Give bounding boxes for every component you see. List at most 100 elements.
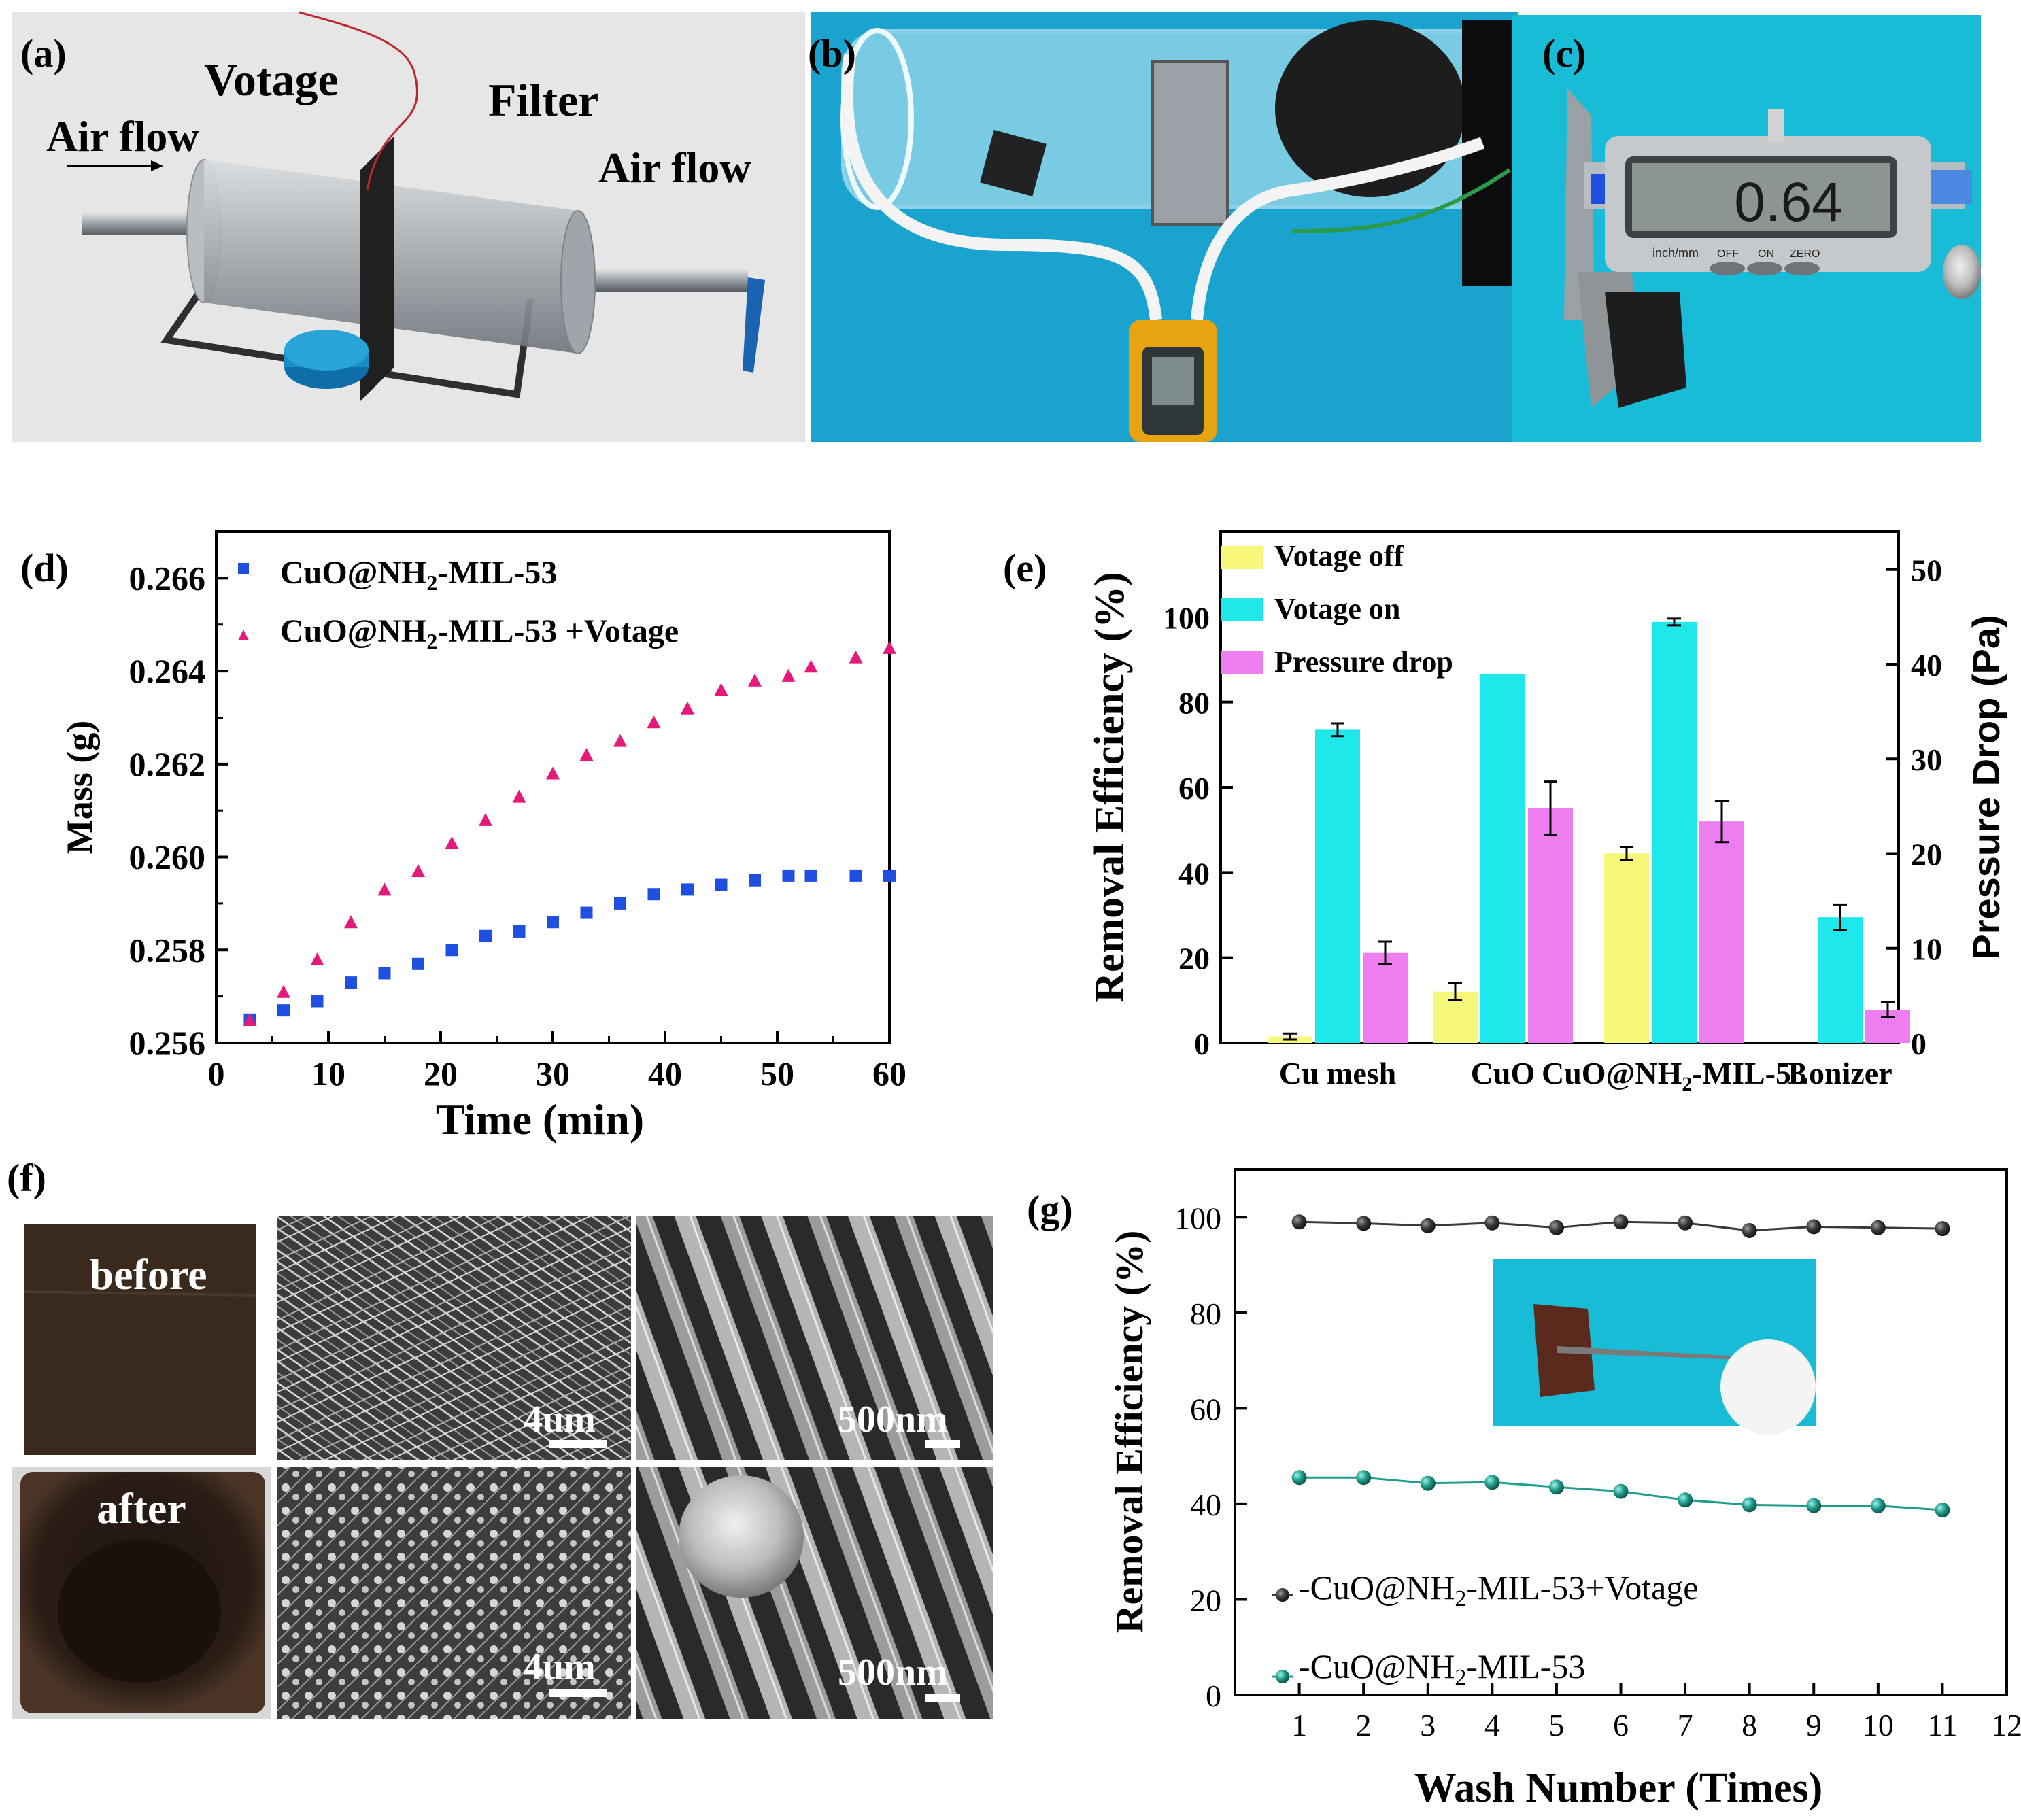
data-point-series-0 xyxy=(1870,1220,1886,1235)
data-point-series-1 xyxy=(1742,1497,1757,1513)
after-label: after xyxy=(97,1484,186,1532)
y2-tick-label: 50 xyxy=(1911,553,1942,588)
panel-c: 0.64 inch/mm OFF ON ZERO (c) xyxy=(1512,15,1981,442)
filter-after-spot xyxy=(58,1540,221,1683)
data-point-cuo-mil53 xyxy=(883,869,896,882)
data-point-cuo-mil53-votage xyxy=(579,748,594,761)
bar-votage-on xyxy=(1652,621,1697,1043)
legend-grey-ball-icon xyxy=(1276,1588,1289,1602)
data-point-series-1 xyxy=(1548,1479,1564,1495)
y-tick-label: 0.266 xyxy=(129,559,206,597)
chart-g-marks xyxy=(1291,1214,1950,1518)
chart-e-legend: Votage off Votage on Pressure drop xyxy=(1221,539,1453,679)
category-label: Cu mesh xyxy=(1279,1056,1397,1091)
panel-a-label: (a) xyxy=(20,31,67,75)
data-point-cuo-mil53 xyxy=(378,967,391,980)
y-tick-label: 40 xyxy=(1190,1488,1221,1522)
data-point-cuo-mil53-votage xyxy=(479,812,492,826)
green-wire xyxy=(1291,168,1511,233)
scale-bar-500nm-bottom xyxy=(925,1694,960,1702)
legend-pressure-drop: Pressure drop xyxy=(1274,645,1453,679)
sem-particle xyxy=(679,1475,804,1598)
category-label: CuO xyxy=(1471,1056,1535,1091)
data-point-series-0 xyxy=(1291,1214,1307,1230)
data-point-series-0 xyxy=(1548,1220,1564,1235)
chart-d-legend: CuO@NH2-MIL-53 CuO@NH2-MIL-53 +Votage xyxy=(238,555,679,653)
legend-votage-on: Votage on xyxy=(1274,592,1400,625)
chart-d-xlabel: Time (min) xyxy=(436,1095,644,1144)
data-point-series-1 xyxy=(1291,1470,1307,1486)
x-tick-label: 11 xyxy=(1927,1708,1957,1742)
data-point-cuo-mil53 xyxy=(715,878,728,891)
chart-g-xlabel: Wash Number (Times) xyxy=(1414,1765,1823,1811)
inset-photo xyxy=(1493,1259,1816,1435)
arrow-right-icon xyxy=(67,160,163,171)
y-tick-label: 60 xyxy=(1190,1392,1221,1426)
caliper-readout: 0.64 xyxy=(1734,171,1843,233)
x-tick-label: 12 xyxy=(1991,1708,2021,1742)
data-point-cuo-mil53 xyxy=(849,869,862,882)
x-tick-label: 30 xyxy=(536,1054,570,1093)
filter-clamp xyxy=(1151,60,1229,226)
filter-sample xyxy=(1605,292,1686,408)
data-point-cuo-mil53 xyxy=(479,929,492,942)
x-tick-label: 10 xyxy=(1863,1708,1894,1742)
y-tick-label: 40 xyxy=(1178,856,1210,891)
y2-tick-label: 40 xyxy=(1911,648,1942,683)
voltage-wire xyxy=(299,11,419,191)
chart-e-marks xyxy=(1268,617,1910,1043)
x-tick-label: 1 xyxy=(1291,1708,1307,1742)
data-point-cuo-mil53-votage xyxy=(681,701,694,715)
legend-blue-square-icon xyxy=(238,563,249,574)
dark-sphere xyxy=(1275,20,1465,197)
y-tick-label: 0.264 xyxy=(129,652,206,690)
data-point-cuo-mil53-votage xyxy=(445,836,459,850)
y-tick-label: 0 xyxy=(1206,1679,1221,1713)
chart-d-ylabel: Mass (g) xyxy=(59,721,100,854)
data-point-cuo-mil53 xyxy=(804,869,817,882)
x-tick-label: 8 xyxy=(1742,1708,1757,1742)
data-point-series-1 xyxy=(1356,1470,1372,1486)
data-point-cuo-mil53-votage xyxy=(310,952,324,965)
data-point-cuo-mil53-votage xyxy=(411,864,425,878)
filter-label: Filter xyxy=(488,74,598,126)
data-point-cuo-mil53 xyxy=(614,897,626,910)
blue-disc-top xyxy=(284,330,369,371)
panel-c-label: (c) xyxy=(1542,31,1586,75)
tubing-right xyxy=(1191,137,1485,320)
chart-g-ylabel: Removal Efficiency (%) xyxy=(1107,1231,1151,1634)
y-tick-label: 20 xyxy=(1190,1583,1221,1617)
air-flow-out-label: Air flow xyxy=(598,143,751,192)
y-tick-label: 60 xyxy=(1178,771,1210,806)
x-tick-label: 10 xyxy=(311,1054,345,1093)
data-point-cuo-mil53-votage xyxy=(714,683,728,696)
legend-d-2: CuO@NH2-MIL-53 +Votage xyxy=(280,613,679,653)
data-point-series-0 xyxy=(1484,1215,1500,1231)
caliper-knob xyxy=(1768,109,1784,143)
data-point-cuo-mil53-votage xyxy=(377,882,392,896)
x-tick-label: 4 xyxy=(1484,1708,1500,1742)
scale-4um-top: 4um xyxy=(524,1398,596,1441)
y2-tick-label: 10 xyxy=(1911,932,1942,967)
inlet-rod xyxy=(82,212,190,235)
x-tick-label: 9 xyxy=(1806,1708,1822,1742)
data-point-cuo-mil53-votage xyxy=(647,715,661,729)
caliper-lcd xyxy=(1632,163,1890,231)
x-tick-label: 5 xyxy=(1548,1708,1564,1742)
data-point-cuo-mil53 xyxy=(681,883,694,896)
y-tick-label: 0.262 xyxy=(129,745,206,783)
chart-e-y2label: Pressure Drop (Pa) xyxy=(1965,615,2007,959)
x-tick-label: 0 xyxy=(208,1054,225,1093)
chart-d-panel-label: (d) xyxy=(20,546,69,590)
x-tick-label: 3 xyxy=(1420,1708,1436,1742)
air-flow-in-label: Air flow xyxy=(46,112,199,160)
y2-tick-label: 20 xyxy=(1911,837,1942,872)
data-point-series-0 xyxy=(1613,1214,1629,1230)
chart-removal-efficiency-bars: (e) 0 20 40 60 80 100 0 10 20 30 40 50 Cu mesh CuO Cu… xyxy=(1003,530,2007,1095)
caliper-off: OFF xyxy=(1717,248,1739,260)
scale-bar-4um-top xyxy=(549,1440,607,1448)
data-point-cuo-mil53 xyxy=(277,1004,290,1017)
data-point-cuo-mil53 xyxy=(345,976,357,989)
data-point-cuo-mil53-votage xyxy=(849,650,863,664)
